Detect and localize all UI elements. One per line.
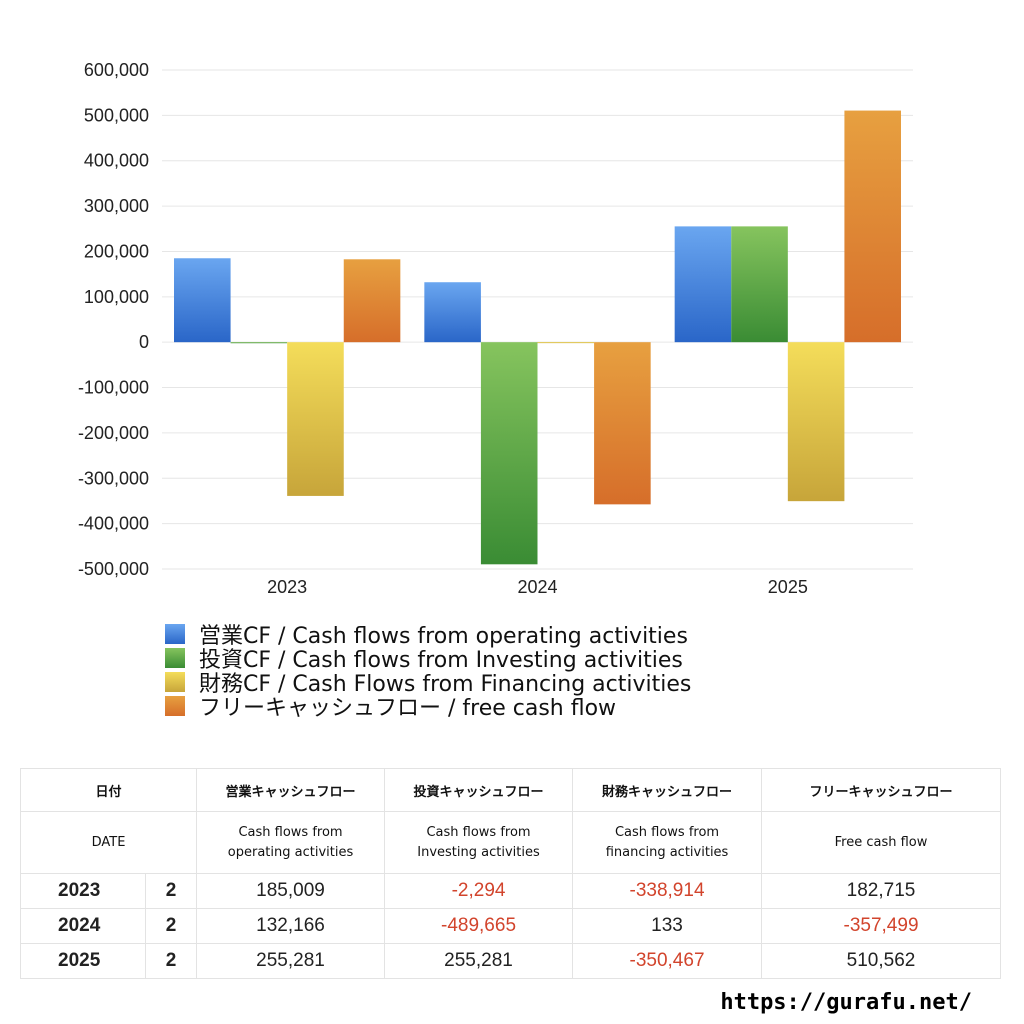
header-free-cash-flow-jp: フリーキャッシュフロー — [761, 768, 1002, 812]
bar-investing-2023 — [230, 342, 288, 344]
legend-item-financing: 財務CF / Cash Flows from Financing activit… — [165, 670, 691, 697]
x-tick-label: 2023 — [267, 577, 307, 597]
header-financing-en-line2: financing activities — [605, 844, 729, 860]
x-tick-label: 2024 — [517, 577, 557, 597]
table-header-row-en: DATE Cash flows from operating activitie… — [19, 811, 1002, 874]
header-investing-en-line1: Cash flows from — [426, 824, 531, 840]
cell-financing: -338,914 — [572, 873, 763, 909]
row-count: 2 — [144, 873, 198, 909]
bar-financing-2025 — [787, 342, 845, 502]
header-investing-jp: 投資キャッシュフロー — [384, 768, 574, 812]
legend-item-operating: 営業CF / Cash flows from operating activit… — [165, 622, 691, 649]
bars — [174, 110, 901, 565]
legend-label-operating: 営業CF / Cash flows from operating activit… — [199, 624, 688, 649]
cell-operating: 132,166 — [196, 908, 386, 944]
legend-swatch-financing — [165, 672, 185, 692]
header-free-cash-flow-en-line1: Free cash flow — [834, 834, 928, 850]
header-operating-en-line1: Cash flows from — [238, 824, 343, 840]
row-count: 2 — [144, 908, 198, 944]
cell-operating: 185,009 — [196, 873, 386, 909]
legend-label-free-cash-flow: フリーキャッシュフロー / free cash flow — [199, 696, 617, 721]
header-financing-en: Cash flows from financing activities — [572, 811, 763, 874]
y-tick-label: 300,000 — [84, 196, 149, 216]
cell-free-cash-flow: 182,715 — [761, 873, 1002, 909]
header-financing-jp: 財務キャッシュフロー — [572, 768, 763, 812]
site-url[interactable]: https://gurafu.net/ — [720, 990, 972, 1015]
bar-financing-2024 — [537, 342, 595, 344]
bar-investing-2025 — [731, 226, 788, 343]
bar-operating-2025 — [674, 226, 732, 343]
y-tick-label: 400,000 — [84, 151, 149, 171]
bar-financing-2023 — [287, 342, 344, 496]
y-tick-label: 600,000 — [84, 60, 149, 80]
cell-financing: 133 — [572, 908, 763, 944]
legend: 営業CF / Cash flows from operating activit… — [165, 622, 691, 721]
legend-item-free-cash-flow: フリーキャッシュフロー / free cash flow — [165, 694, 691, 721]
bar-operating-2023 — [174, 258, 231, 343]
row-year: 2023 — [20, 873, 146, 909]
header-date-en: DATE — [19, 811, 198, 874]
y-axis-ticks: 600,000 500,000 400,000 300,000 200,000 100,0… — [78, 60, 149, 579]
legend-label-investing: 投資CF / Cash flows from Investing activit… — [199, 648, 683, 673]
y-tick-label: -500,000 — [78, 559, 149, 579]
header-free-cash-flow-en: Free cash flow — [761, 811, 1002, 874]
cash-flow-table: 日付 営業キャッシュフロー 投資キャッシュフロー 財務キャッシュフロー フリーキ… — [19, 768, 1002, 979]
y-tick-label: -100,000 — [78, 378, 149, 398]
y-tick-label: -300,000 — [78, 468, 149, 488]
legend-item-investing: 投資CF / Cash flows from Investing activit… — [165, 646, 691, 673]
cell-free-cash-flow: 510,562 — [761, 943, 1002, 979]
header-date-en-text: DATE — [91, 834, 126, 850]
header-operating-en-line2: operating activities — [227, 844, 354, 860]
x-tick-label: 2025 — [768, 577, 808, 597]
y-tick-label: 500,000 — [84, 105, 149, 125]
header-financing-en-line1: Cash flows from — [614, 824, 720, 840]
legend-swatch-investing — [165, 648, 185, 668]
bar-investing-2024 — [480, 342, 538, 565]
legend-label-financing: 財務CF / Cash Flows from Financing activit… — [199, 672, 692, 697]
bar-free-cash-flow-2024 — [594, 342, 651, 505]
cell-financing: -350,467 — [572, 943, 763, 979]
cash-flow-chart: 600,000 500,000 400,000 300,000 200,000 100,0… — [78, 60, 913, 597]
x-axis-ticks: 2023 2024 2025 — [267, 577, 808, 597]
cash-flow-table-wrap: 日付 営業キャッシュフロー 投資キャッシュフロー 財務キャッシュフロー フリーキ… — [19, 768, 1002, 979]
bar-free-cash-flow-2023 — [343, 259, 401, 343]
header-investing-en: Cash flows from Investing activities — [384, 811, 574, 874]
table-row: 2025 2 255,281 255,281 -350,467 510,562 — [20, 943, 1002, 979]
cell-free-cash-flow: -357,499 — [761, 908, 1002, 944]
row-year: 2025 — [20, 943, 146, 979]
table-header-row-jp: 日付 営業キャッシュフロー 投資キャッシュフロー 財務キャッシュフロー フリーキ… — [19, 768, 1002, 812]
cell-investing: -2,294 — [384, 873, 574, 909]
table-row: 2023 2 185,009 -2,294 -338,914 182,715 — [20, 873, 1002, 909]
cell-operating: 255,281 — [196, 943, 386, 979]
header-operating-en: Cash flows from operating activities — [196, 811, 386, 874]
legend-swatch-free-cash-flow — [165, 696, 185, 716]
y-tick-label: 200,000 — [84, 241, 149, 261]
cell-investing: -489,665 — [384, 908, 574, 944]
y-tick-label: -200,000 — [78, 423, 149, 443]
header-date-jp: 日付 — [19, 768, 198, 812]
header-investing-en-line2: Investing activities — [417, 844, 540, 860]
y-tick-label: -400,000 — [78, 514, 149, 534]
y-tick-label: 100,000 — [84, 287, 149, 307]
bar-operating-2024 — [424, 282, 481, 343]
header-operating-jp: 営業キャッシュフロー — [196, 768, 386, 812]
y-tick-label: 0 — [139, 332, 149, 352]
row-count: 2 — [144, 943, 198, 979]
legend-swatch-operating — [165, 624, 185, 644]
row-year: 2024 — [20, 908, 146, 944]
table-row: 2024 2 132,166 -489,665 133 -357,499 — [20, 908, 1002, 944]
cell-investing: 255,281 — [384, 943, 574, 979]
bar-free-cash-flow-2025 — [844, 110, 901, 343]
